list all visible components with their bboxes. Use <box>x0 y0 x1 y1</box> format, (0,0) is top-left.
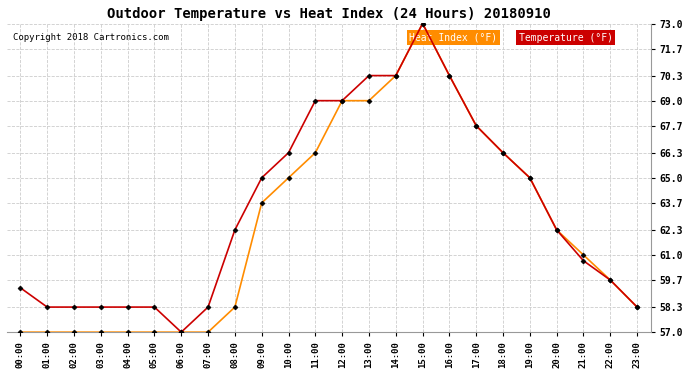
Text: Heat Index (°F): Heat Index (°F) <box>409 33 497 43</box>
Text: Copyright 2018 Cartronics.com: Copyright 2018 Cartronics.com <box>13 33 169 42</box>
Text: Temperature (°F): Temperature (°F) <box>519 33 613 43</box>
Title: Outdoor Temperature vs Heat Index (24 Hours) 20180910: Outdoor Temperature vs Heat Index (24 Ho… <box>107 7 551 21</box>
